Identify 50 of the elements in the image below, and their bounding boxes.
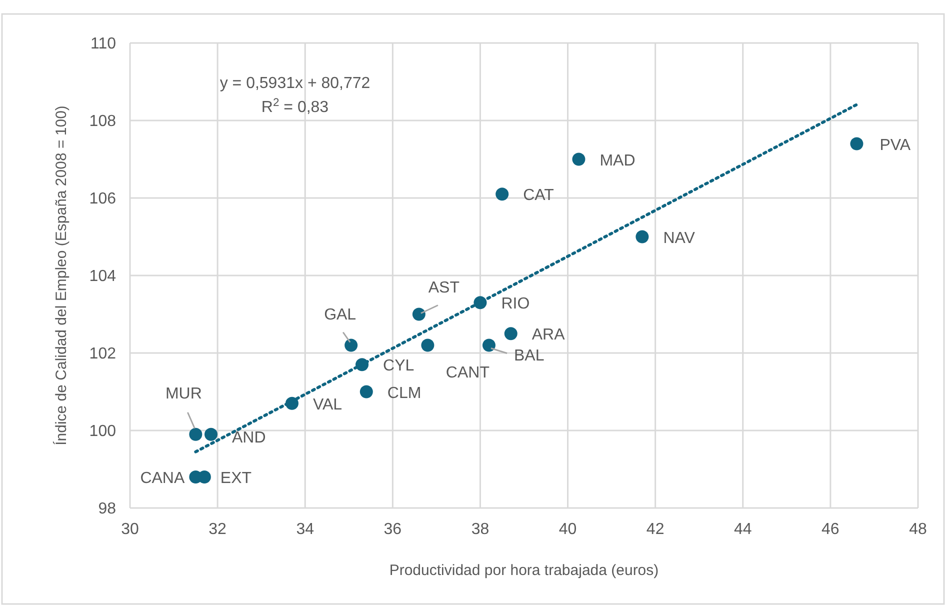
annotation: EXT bbox=[220, 470, 252, 487]
annotation: y = 0,5931x + 80,772 bbox=[220, 75, 370, 92]
x-axis-title: Productividad por hora trabajada (euros) bbox=[389, 562, 659, 579]
point bbox=[482, 338, 496, 352]
x-tick-label: 30 bbox=[121, 521, 139, 538]
point bbox=[572, 152, 586, 166]
point bbox=[504, 327, 518, 340]
y-tick-label: 98 bbox=[98, 500, 116, 518]
annotation: NAV bbox=[663, 230, 696, 247]
y-tick-label: 102 bbox=[89, 346, 116, 363]
point bbox=[344, 338, 358, 352]
annotation: VAL bbox=[312, 396, 342, 414]
y-axis-title: Índice de Calidad del Empleo (España 2008 = 100) bbox=[52, 106, 70, 446]
x-tick-label: 46 bbox=[822, 521, 840, 538]
x-tick-label: 40 bbox=[558, 521, 577, 538]
annotation: CANT bbox=[446, 364, 490, 382]
point bbox=[421, 338, 434, 352]
y-tick-label: 104 bbox=[89, 268, 116, 286]
annotation: BAL bbox=[514, 347, 544, 364]
y-tick-label: 100 bbox=[89, 423, 116, 440]
annotation: AND bbox=[232, 429, 266, 446]
annotation: RIO bbox=[501, 296, 530, 313]
annotation: MAD bbox=[600, 152, 636, 170]
annotation: R$^{2}$ = 0,83 bbox=[261, 97, 329, 116]
annotation: GAL bbox=[324, 306, 356, 324]
annotation: AST bbox=[428, 279, 460, 296]
x-tick-label: 38 bbox=[471, 521, 490, 538]
point bbox=[850, 137, 864, 150]
x-tick-label: 34 bbox=[296, 521, 314, 538]
annotation: CAT bbox=[523, 187, 554, 204]
point bbox=[189, 428, 202, 441]
point bbox=[204, 428, 218, 441]
point bbox=[412, 308, 426, 321]
y-tick-label: 108 bbox=[89, 113, 116, 130]
point bbox=[496, 188, 509, 201]
annotation: CLM bbox=[387, 384, 422, 402]
annotation: CANA bbox=[140, 470, 185, 487]
annotation: MUR bbox=[165, 385, 202, 402]
x-tick-label: 42 bbox=[646, 521, 664, 538]
y-tick-label: 110 bbox=[90, 36, 116, 53]
x-tick-label: 32 bbox=[208, 521, 227, 538]
y-tick-label: 106 bbox=[89, 190, 116, 208]
point bbox=[636, 230, 649, 244]
annotation: ARA bbox=[532, 326, 566, 344]
x-tick-label: 36 bbox=[384, 521, 402, 538]
annotation: CYL bbox=[383, 358, 414, 375]
annotation: PVA bbox=[880, 136, 911, 154]
x-tick-label: 44 bbox=[734, 521, 752, 538]
x-tick-label: 48 bbox=[909, 521, 927, 538]
point bbox=[360, 385, 373, 398]
